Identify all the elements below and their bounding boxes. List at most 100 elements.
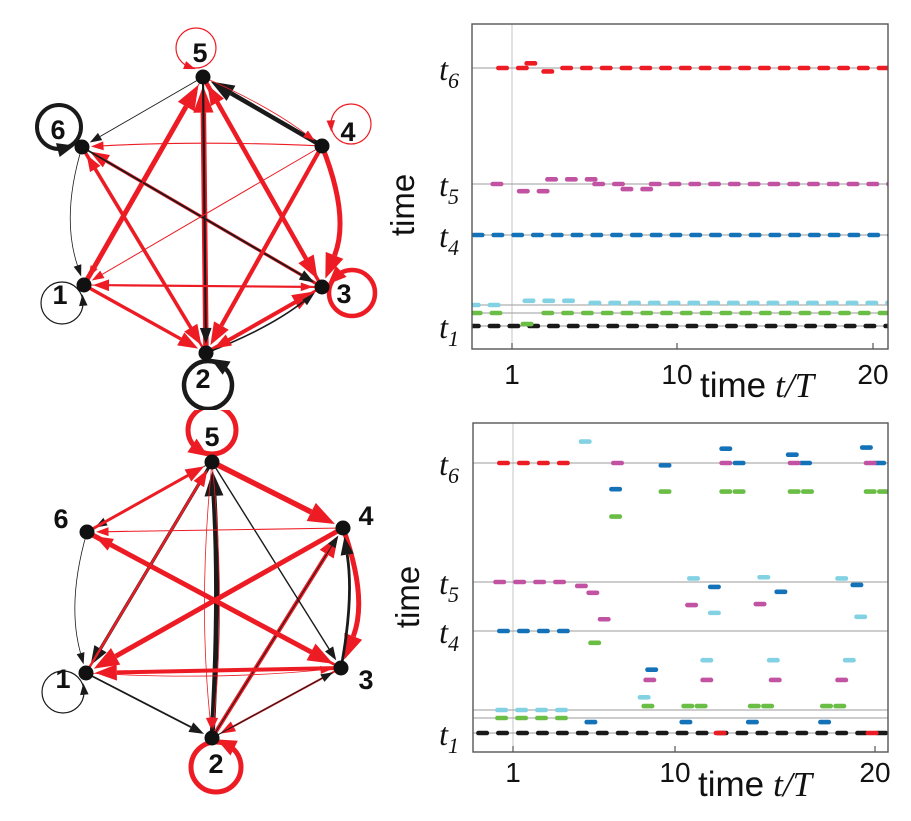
- chart-svg-bottom: 1 10 20 t6 t5 t4 t1 time time t/T: [389, 422, 908, 804]
- self-loop-arrowhead: [79, 294, 88, 307]
- chart-dash: [795, 730, 809, 736]
- chart-dash: [777, 65, 791, 71]
- series-t2: [495, 489, 888, 721]
- chart-dash: [823, 323, 837, 329]
- chart-dash: [669, 232, 683, 238]
- chart-dash: [615, 730, 629, 736]
- chart-dash: [838, 310, 852, 316]
- chart-dash: [578, 439, 592, 444]
- series-t4: [497, 445, 887, 725]
- chart-dash: [487, 302, 501, 308]
- chart-dash: [797, 65, 811, 71]
- chart-dash: [748, 232, 762, 238]
- chart-dash: [608, 300, 622, 306]
- edge-5-to-4: [210, 459, 313, 515]
- chart-dash: [719, 310, 733, 316]
- edge-4-to-6: [108, 527, 344, 533]
- chart-dash: [843, 323, 857, 329]
- arrowhead: [324, 646, 337, 661]
- edge-3-to-6: [110, 543, 342, 670]
- chart-plot: 1 10 20 t6 t5 t4 t1: [439, 23, 889, 390]
- recurrence-chart-top: 1 10 20 t6 t5 t4 t1 time time t/T: [380, 0, 911, 410]
- chart-dash: [554, 707, 568, 713]
- edge-2-to-3: [211, 677, 323, 739]
- chart-dash: [668, 181, 682, 187]
- edge-4-to-2: [219, 144, 324, 327]
- chart-dash: [744, 323, 758, 329]
- chart-dash: [515, 65, 529, 71]
- self-loop-arrowhead: [80, 683, 89, 696]
- chart-dash: [681, 703, 695, 709]
- chart-dash: [719, 446, 733, 452]
- node-6: [79, 524, 95, 540]
- arrowhead: [95, 527, 109, 537]
- chart-dash: [876, 65, 888, 71]
- chart-dash: [562, 298, 576, 304]
- chart-dash: [854, 614, 868, 620]
- arrowhead: [344, 632, 363, 660]
- chart-dash: [768, 677, 782, 683]
- chart-dash: [496, 730, 510, 736]
- chart-dash: [761, 703, 775, 709]
- chart-dash: [732, 489, 746, 494]
- chart-dash: [708, 181, 722, 187]
- arrowhead: [303, 130, 315, 141]
- chart-dash: [818, 310, 832, 316]
- chart-dash: [665, 323, 679, 329]
- chart-dash: [535, 707, 548, 713]
- chart-dash: [584, 177, 598, 182]
- chart-dash: [695, 730, 709, 736]
- chart-dash: [541, 69, 555, 74]
- chart-dash: [516, 460, 530, 466]
- network-diagram-bottom: 1 2 3 4 5 6: [0, 410, 455, 821]
- arrowhead: [219, 721, 237, 734]
- plot-border: [472, 422, 889, 753]
- chart-dash: [835, 677, 849, 683]
- series-t1: [476, 730, 908, 736]
- chart-dash: [553, 579, 567, 585]
- chart-dash: [588, 640, 602, 646]
- chart-dash: [877, 489, 888, 494]
- arrowhead: [320, 665, 333, 675]
- series-t6: [497, 460, 879, 736]
- y-tick-label-t5: t5: [439, 167, 459, 209]
- chart-dash: [497, 628, 510, 634]
- chart-dash: [719, 489, 733, 494]
- chart-dash: [535, 715, 548, 721]
- chart-dash: [727, 181, 741, 187]
- chart-dash: [659, 65, 673, 71]
- chart-dash: [513, 579, 527, 585]
- arrowhead: [73, 264, 82, 277]
- chart-dash: [746, 300, 760, 306]
- chart-dash: [487, 323, 501, 329]
- chart-dash: [647, 300, 661, 306]
- chart-dash: [699, 310, 713, 316]
- chart-dash: [635, 730, 649, 736]
- chart-dash: [873, 460, 887, 466]
- chart-dash: [533, 579, 547, 585]
- chart-dash: [698, 65, 712, 71]
- network-svg-bottom: 1 2 3 4 5 6: [41, 410, 374, 795]
- chart-dash: [472, 323, 481, 329]
- chart-dash: [515, 715, 529, 721]
- chart-dash: [747, 703, 761, 709]
- self-loop-arrowhead: [216, 739, 238, 756]
- chart-dash: [895, 731, 908, 736]
- chart-dash: [885, 300, 888, 306]
- arrowhead: [90, 141, 104, 151]
- chart-dash: [857, 310, 871, 316]
- chart-dash: [626, 323, 640, 329]
- series-t5: [493, 460, 877, 683]
- chart-dash: [575, 730, 589, 736]
- arrowhead: [92, 279, 110, 292]
- chart-dash: [611, 460, 624, 466]
- x-tick-label: 1: [504, 359, 520, 390]
- chart-dash: [640, 310, 654, 316]
- chart-dash: [640, 186, 654, 192]
- chart-dash: [784, 323, 798, 329]
- self-loop-arrowhead: [187, 438, 209, 457]
- chart-dash: [788, 232, 802, 238]
- chart-dash: [747, 181, 761, 187]
- chart-dash: [472, 302, 481, 308]
- chart-dash: [658, 463, 672, 468]
